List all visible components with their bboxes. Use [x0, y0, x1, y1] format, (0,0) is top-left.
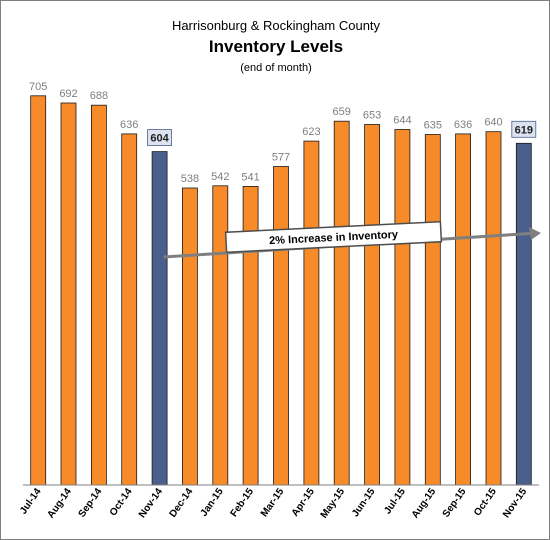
x-tick-label-nov-15: Nov-15 — [501, 486, 529, 520]
bar-dec-14 — [181, 187, 198, 486]
value-label-sep-15: 636 — [454, 119, 472, 131]
bar-sep-14 — [91, 104, 107, 486]
x-tick-label-oct-15: Oct-15 — [472, 486, 499, 518]
value-label-aug-14: 692 — [59, 88, 77, 100]
x-tick-label-mar-15: Mar-15 — [259, 486, 287, 519]
x-tick-label-jul-15: Jul-15 — [382, 486, 408, 516]
value-label-jul-14: 705 — [29, 81, 47, 93]
value-label-apr-15: 623 — [302, 126, 320, 138]
x-tick-label-feb-15: Feb-15 — [229, 486, 257, 519]
x-tick-label-sep-14: Sep-14 — [77, 486, 105, 520]
value-label-jun-15: 653 — [363, 110, 381, 122]
x-tick-label-oct-14: Oct-14 — [108, 486, 135, 518]
value-labels-layer: 705 692 688 636 604 538 542 541 577 623 659 653 644 6… — [29, 81, 537, 185]
x-tick-label-jan-15: Jan-15 — [199, 486, 226, 519]
bar-oct-15 — [485, 131, 502, 486]
annotation-box — [224, 220, 443, 254]
x-tick-label-aug-15: Aug-15 — [410, 486, 439, 520]
x-tick-label-aug-14: Aug-14 — [45, 486, 74, 520]
x-tick-label-jul-14: Jul-14 — [18, 486, 44, 516]
bar-sep-15 — [455, 133, 472, 486]
x-tick-label-apr-15: Apr-15 — [290, 486, 317, 519]
value-label-dec-14: 538 — [181, 173, 199, 185]
bar-jun-15 — [364, 124, 381, 486]
value-label-mar-15: 577 — [272, 152, 290, 164]
x-tick-label-sep-15: Sep-15 — [441, 486, 469, 520]
chart-title-line3: (end of month) — [240, 62, 312, 74]
value-label-box-nov-14 — [147, 129, 173, 147]
value-label-sep-14: 688 — [90, 90, 108, 102]
value-label-may-15: 659 — [333, 106, 351, 118]
chart-title-line1: Harrisonburg & Rockingham County — [172, 18, 381, 33]
value-label-jul-15: 644 — [393, 115, 411, 127]
value-label-nov-14: 604 — [150, 133, 169, 145]
chart-title-line2: Inventory Levels — [209, 37, 343, 56]
x-tick-label-jun-15: Jun-15 — [350, 486, 378, 519]
bar-nov-15 — [515, 142, 532, 486]
bar-may-15 — [333, 120, 350, 486]
bar-oct-14 — [121, 133, 138, 486]
value-label-jan-15: 542 — [211, 171, 229, 183]
x-tick-label-nov-14: Nov-14 — [137, 486, 165, 520]
bar-mar-15 — [273, 166, 289, 486]
value-label-nov-15: 619 — [515, 124, 533, 136]
bar-apr-15 — [303, 140, 320, 486]
value-label-oct-15: 640 — [484, 117, 502, 129]
value-label-box-nov-15 — [511, 120, 537, 138]
value-label-aug-15: 635 — [424, 120, 442, 132]
x-tick-label-may-15: May-15 — [319, 486, 348, 520]
bar-jan-15 — [212, 185, 229, 486]
value-label-oct-14: 636 — [120, 119, 138, 131]
bar-jul-15 — [394, 129, 411, 486]
bar-nov-14 — [151, 151, 168, 486]
bar-aug-14 — [60, 102, 77, 486]
bar-aug-15 — [424, 134, 441, 486]
bar-jul-14 — [30, 95, 47, 486]
trend-arrow-head — [529, 227, 541, 240]
value-label-feb-15: 541 — [241, 171, 259, 183]
x-tick-label-dec-14: Dec-14 — [168, 486, 196, 520]
x-axis: Jul-14 Aug-14 Sep-14 Oct-14 Nov-14 Dec-14 Jan-… — [18, 484, 539, 520]
trend-annotation: 2% Increase in Inventory — [163, 220, 541, 259]
